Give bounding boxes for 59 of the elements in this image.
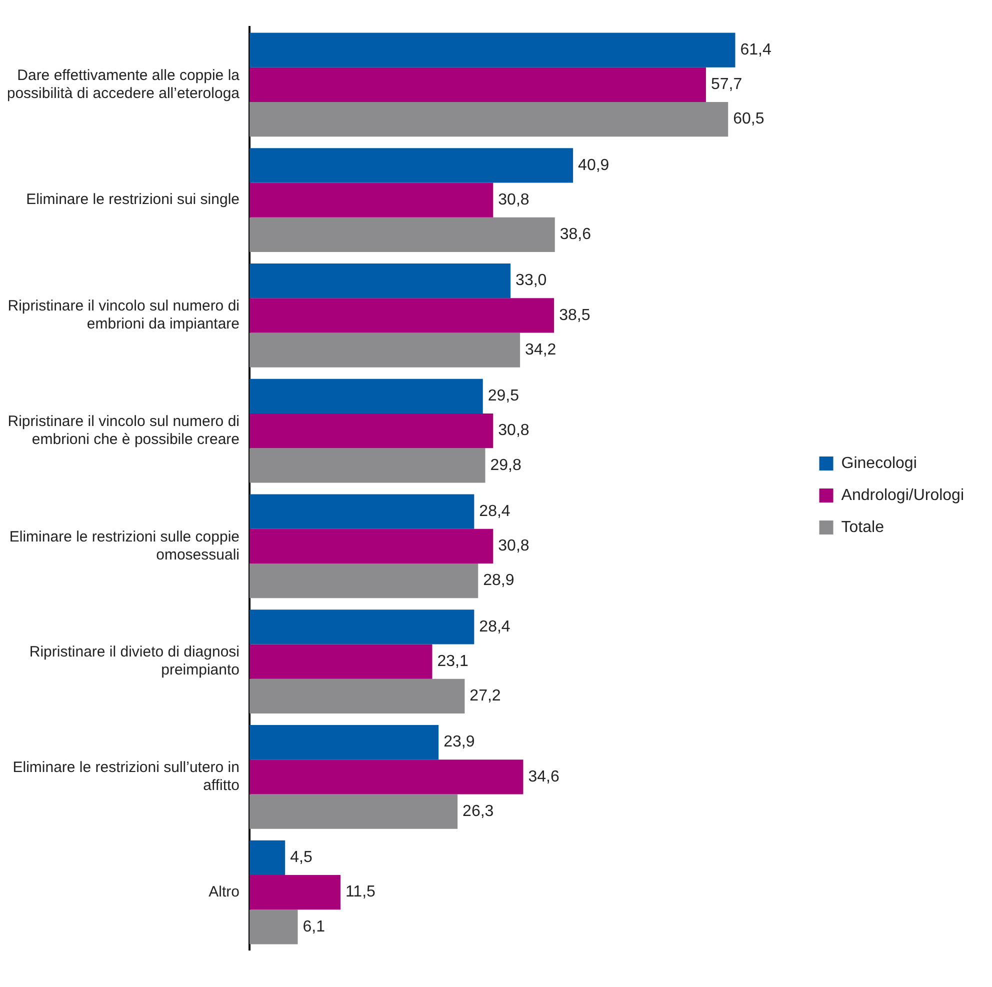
- data-label: 11,5: [345, 884, 376, 901]
- y-tick-label: Ripristinare il vincolo sul numero di embrioni che è possibile creare: [8, 412, 240, 448]
- data-label: 33,0: [516, 272, 547, 290]
- bar: [250, 610, 474, 644]
- data-label: 34,2: [525, 341, 556, 358]
- data-label: 38,5: [559, 306, 590, 324]
- data-label: 23,1: [437, 652, 468, 670]
- bar: [250, 794, 458, 829]
- legend-label: Andrologi/Urologi: [841, 486, 964, 504]
- bar: [250, 840, 286, 876]
- data-label: 4,5: [290, 849, 312, 866]
- y-tick-label: Dare effettivamente alle coppie la possibilità di accedere all’eterologa: [6, 66, 240, 102]
- bar: [250, 760, 524, 794]
- bar: [250, 875, 340, 910]
- data-label: 28,9: [483, 572, 514, 590]
- data-label: 38,6: [560, 226, 592, 244]
- data-label: 40,9: [578, 156, 610, 174]
- bar: [250, 725, 439, 760]
- bar: [250, 528, 494, 564]
- data-label: 29,8: [490, 456, 522, 474]
- data-label: 23,9: [444, 734, 475, 751]
- data-label: 26,3: [462, 802, 494, 820]
- bar: [250, 148, 574, 183]
- bar: [250, 32, 736, 68]
- data-label: 61,4: [740, 41, 772, 58]
- bar: [250, 910, 298, 944]
- data-label: 30,8: [498, 538, 530, 555]
- data-label: 29,5: [488, 388, 520, 405]
- bar: [250, 298, 554, 333]
- bar: [250, 332, 520, 368]
- bar: [250, 217, 555, 252]
- bar: [250, 182, 494, 218]
- bar: [250, 67, 706, 102]
- bar: [250, 494, 474, 529]
- bar: [250, 102, 728, 137]
- data-label: 30,8: [498, 191, 530, 208]
- y-tick-label: Eliminare le restrizioni sui single: [26, 191, 240, 208]
- data-label: 57,7: [710, 76, 742, 94]
- legend-label: Totale: [841, 518, 884, 536]
- data-label: 30,8: [498, 422, 530, 440]
- y-tick-label: Eliminare le restrizioni sulle coppie omosessuali: [9, 528, 240, 564]
- bar: [250, 563, 478, 598]
- y-tick-label: Eliminare le restrizioni sull’utero in affitto: [12, 759, 240, 794]
- data-label: 28,4: [479, 502, 510, 520]
- y-tick-label: Ripristinare il divieto di diagnosi preimpianto: [29, 644, 240, 679]
- data-label: 28,4: [479, 618, 510, 636]
- bar: [250, 414, 494, 448]
- y-tick-label: Ripristinare il vincolo sul numero di embrioni da impiantare: [8, 298, 240, 333]
- bar: [250, 448, 486, 483]
- data-label: 27,2: [470, 688, 501, 705]
- data-label: 60,5: [733, 110, 764, 128]
- legend-label: Ginecologi: [841, 454, 917, 472]
- bar: [250, 678, 465, 714]
- y-tick-label: Altro: [208, 883, 240, 900]
- data-label: 34,6: [528, 768, 560, 786]
- bar: [250, 378, 483, 414]
- bar: [250, 644, 432, 679]
- bar: [250, 264, 511, 298]
- data-label: 6,1: [302, 918, 326, 936]
